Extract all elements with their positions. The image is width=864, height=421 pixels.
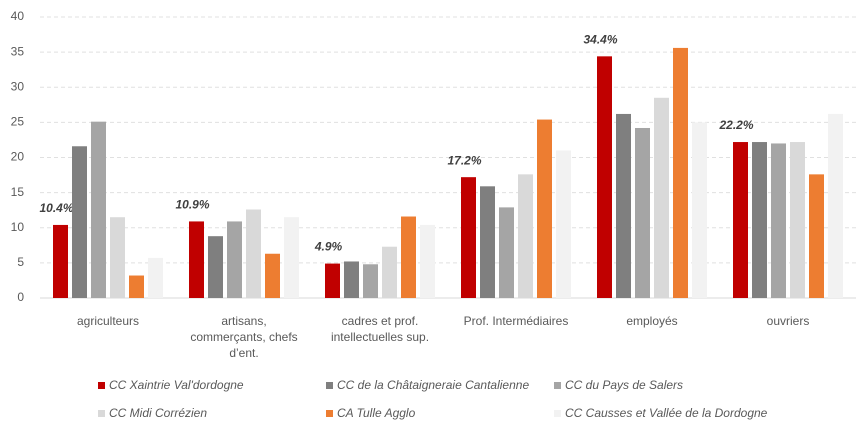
bar bbox=[72, 146, 87, 298]
legend-label: CC Midi Corrézien bbox=[109, 406, 207, 420]
data-label: 10.4% bbox=[39, 201, 73, 215]
y-tick-label: 15 bbox=[11, 185, 25, 199]
bar bbox=[265, 253, 280, 298]
bar bbox=[752, 142, 767, 298]
bar bbox=[420, 224, 435, 298]
data-label: 17.2% bbox=[447, 153, 481, 167]
bar bbox=[692, 122, 707, 298]
bar bbox=[616, 113, 631, 298]
x-tick-label: ouvriers bbox=[767, 314, 810, 328]
bar bbox=[771, 143, 786, 298]
bar bbox=[129, 275, 144, 298]
bar bbox=[189, 221, 204, 298]
bar bbox=[363, 264, 378, 298]
legend-label: CA Tulle Agglo bbox=[337, 406, 416, 420]
bar bbox=[227, 221, 242, 298]
bar bbox=[461, 177, 476, 298]
bar bbox=[518, 174, 533, 298]
bar bbox=[809, 174, 824, 298]
bar bbox=[401, 216, 416, 298]
bar bbox=[382, 246, 397, 298]
bar bbox=[654, 97, 669, 298]
legend-swatch bbox=[554, 382, 561, 389]
bar bbox=[828, 113, 843, 298]
bar bbox=[284, 217, 299, 298]
legend-label: CC du Pays de Salers bbox=[565, 378, 683, 392]
x-tick-label: Prof. Intermédiaires bbox=[464, 314, 569, 328]
bar bbox=[246, 209, 261, 298]
legend-swatch bbox=[326, 410, 333, 417]
bar bbox=[110, 217, 125, 298]
bar bbox=[480, 186, 495, 298]
y-tick-label: 5 bbox=[17, 255, 24, 269]
y-tick-label: 10 bbox=[11, 220, 25, 234]
y-tick-label: 0 bbox=[17, 290, 24, 304]
legend-label: CC Xaintrie Val'dordogne bbox=[109, 378, 244, 392]
legend-label: CC Causses et Vallée de la Dordogne bbox=[565, 406, 768, 420]
y-tick-label: 30 bbox=[11, 79, 25, 93]
bar bbox=[597, 56, 612, 299]
bar bbox=[635, 127, 650, 299]
bar bbox=[499, 207, 514, 298]
legend-swatch bbox=[98, 382, 105, 389]
bar bbox=[325, 263, 340, 298]
y-tick-label: 20 bbox=[11, 150, 25, 164]
bar bbox=[673, 47, 688, 298]
bar bbox=[148, 257, 163, 298]
x-tick-label: employés bbox=[626, 314, 677, 328]
legend-label: CC de la Châtaigneraie Cantalienne bbox=[337, 378, 529, 392]
y-tick-label: 40 bbox=[11, 9, 25, 23]
bar bbox=[537, 119, 552, 298]
y-tick-label: 25 bbox=[11, 115, 25, 129]
x-tick-label: cadres et prof. intellectuelles sup. bbox=[331, 314, 429, 344]
bar bbox=[208, 236, 223, 298]
data-label: 4.9% bbox=[314, 240, 343, 254]
bar bbox=[53, 224, 68, 298]
data-label: 10.9% bbox=[175, 198, 209, 212]
bar bbox=[344, 261, 359, 298]
bar bbox=[556, 150, 571, 298]
y-tick-label: 35 bbox=[11, 44, 25, 58]
data-label: 22.2% bbox=[718, 118, 753, 132]
bar bbox=[790, 142, 805, 298]
bar bbox=[733, 142, 748, 298]
legend-swatch bbox=[554, 410, 561, 417]
legend-swatch bbox=[326, 382, 333, 389]
bar bbox=[91, 121, 106, 298]
x-tick-label: agriculteurs bbox=[77, 314, 139, 328]
x-tick-label: artisans, commerçants, chefs d’ent. bbox=[190, 314, 297, 360]
legend-swatch bbox=[98, 410, 105, 417]
data-label: 34.4% bbox=[583, 33, 617, 47]
